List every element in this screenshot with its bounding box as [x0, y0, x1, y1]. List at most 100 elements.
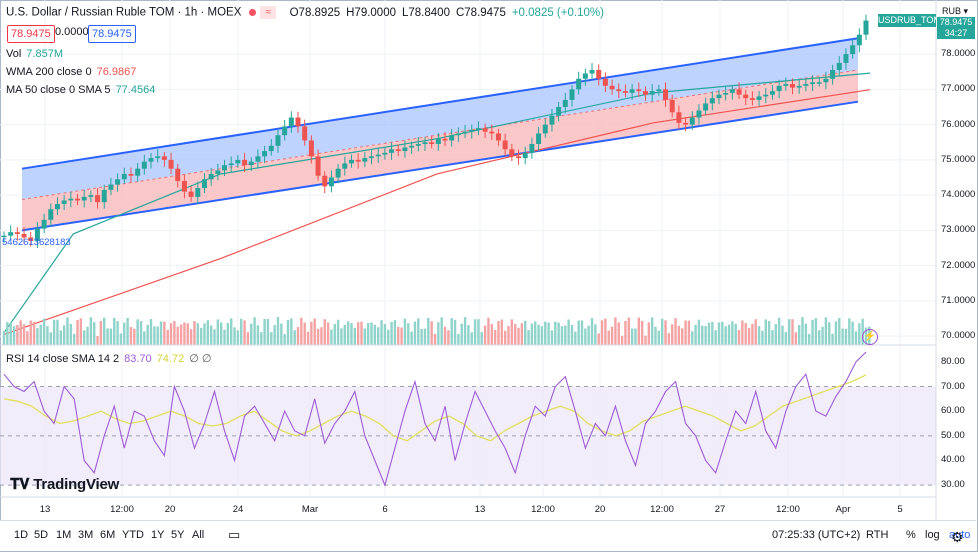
volume-bar: [129, 327, 133, 345]
volume-bar: [443, 326, 447, 345]
volume-bar: [273, 325, 276, 345]
log-toggle[interactable]: log: [925, 529, 940, 541]
candle-body: [569, 89, 575, 100]
candle-body: [663, 89, 669, 100]
volume-bar: [276, 317, 280, 345]
candle-body: [108, 184, 114, 190]
alert-icon[interactable]: ⚡: [862, 329, 878, 345]
volume-bar: [580, 320, 584, 345]
volume-bar: [834, 321, 838, 345]
time-tick: 6: [382, 504, 388, 515]
volume-bar: [280, 323, 283, 345]
volume-bar: [627, 317, 630, 345]
volume-bar: [26, 331, 29, 345]
volume-bar: [640, 320, 644, 345]
volume-bar: [684, 320, 687, 345]
volume-bar: [607, 330, 610, 345]
candle-body: [282, 126, 288, 136]
range-button[interactable]: YTD: [122, 529, 144, 541]
volume-bar: [330, 329, 333, 345]
rth-toggle[interactable]: RTH: [866, 529, 889, 541]
volume-bar: [808, 334, 811, 345]
candle-body: [54, 203, 60, 210]
volume-bar: [46, 326, 49, 345]
candle-body: [362, 158, 368, 162]
volume-bar: [193, 320, 196, 345]
volume-bar: [243, 320, 246, 345]
volume-bar: [544, 321, 547, 345]
volume-bar: [520, 323, 524, 345]
volume-bar: [634, 328, 637, 345]
range-button[interactable]: 5D: [34, 529, 49, 541]
volume-bar: [597, 333, 600, 345]
candle-body: [656, 89, 662, 92]
candle-body: [516, 156, 522, 159]
time-tick: Mar: [301, 504, 319, 515]
candle-body: [21, 233, 27, 238]
wma-label: WMA 200 close 0: [6, 66, 92, 78]
volume-bar: [824, 317, 828, 345]
volume-bar: [256, 325, 260, 345]
volume-bar: [39, 324, 42, 345]
range-button[interactable]: All: [192, 529, 205, 541]
volume-bar: [410, 331, 413, 345]
volume-bar: [306, 331, 310, 345]
range-button[interactable]: 1M: [56, 529, 72, 541]
volume-bar: [199, 327, 203, 345]
candle-body: [242, 159, 248, 166]
volume-bar: [851, 321, 854, 345]
volume-bar: [841, 328, 844, 345]
range-button[interactable]: 1D: [14, 529, 29, 541]
channel-bottom-line[interactable]: [21, 100, 859, 232]
sell-price-button[interactable]: 78.9475: [7, 25, 55, 43]
range-button[interactable]: 3M: [78, 529, 94, 541]
volume-bar: [66, 317, 69, 345]
volume-bar: [390, 321, 393, 345]
volume-bar: [751, 323, 754, 345]
candle-body: [562, 99, 568, 107]
currency-selector[interactable]: RUB ▾: [942, 6, 969, 16]
settings-gear-icon[interactable]: ⚙: [951, 529, 964, 545]
tradingview-logo[interactable]: 𝐓𝐕 TradingView: [10, 476, 119, 493]
volume-bar: [29, 320, 32, 345]
range-button[interactable]: 1Y: [151, 529, 165, 541]
vol-legend[interactable]: Vol 7.857M: [6, 48, 63, 60]
buy-price-button[interactable]: 78.9475: [88, 25, 136, 43]
volume-bar: [313, 318, 316, 345]
volume-bar: [490, 324, 493, 345]
volume-bar: [42, 318, 46, 345]
volume-bar: [82, 330, 86, 345]
volume-bar: [747, 327, 751, 345]
candle-body: [749, 98, 755, 100]
volume-bar: [59, 330, 62, 345]
candle-body: [34, 228, 40, 241]
volume-bar: [767, 320, 771, 345]
volume-bar: [69, 323, 73, 345]
rsi-legend[interactable]: RSI 14 close SMA 14 2 83.70 74.72 ∅ ∅: [6, 352, 211, 365]
calendar-icon[interactable]: ▭: [228, 527, 241, 542]
candle-body: [455, 133, 461, 136]
volume-bar: [246, 332, 250, 345]
volume-bar: [503, 330, 507, 345]
volume-bar: [356, 322, 360, 345]
signal-icon[interactable]: ≈: [260, 6, 277, 19]
volume-bar: [470, 332, 473, 345]
channel-top-line[interactable]: [21, 37, 859, 170]
percent-toggle[interactable]: %: [906, 529, 916, 541]
volume-bar: [310, 321, 313, 345]
volume-bar: [366, 323, 370, 345]
volume-bar: [781, 325, 784, 345]
ma-legend[interactable]: MA 50 close 0 SMA 5 77.4564: [6, 84, 155, 96]
candle-body: [168, 159, 174, 169]
symbol-title[interactable]: U.S. Dollar / Russian Ruble TOM · 1h · M…: [6, 6, 242, 19]
candle-body: [268, 145, 274, 152]
candle-body: [549, 115, 555, 125]
volume-bar: [380, 320, 383, 345]
range-button[interactable]: 5Y: [171, 529, 185, 541]
clock-time[interactable]: 07:25:33 (UTC+2): [772, 529, 861, 541]
range-button[interactable]: 6M: [100, 529, 116, 541]
candle-body: [796, 85, 802, 88]
auto-toggle[interactable]: auto: [949, 529, 971, 541]
wma-legend[interactable]: WMA 200 close 0 76.9867: [6, 66, 136, 78]
